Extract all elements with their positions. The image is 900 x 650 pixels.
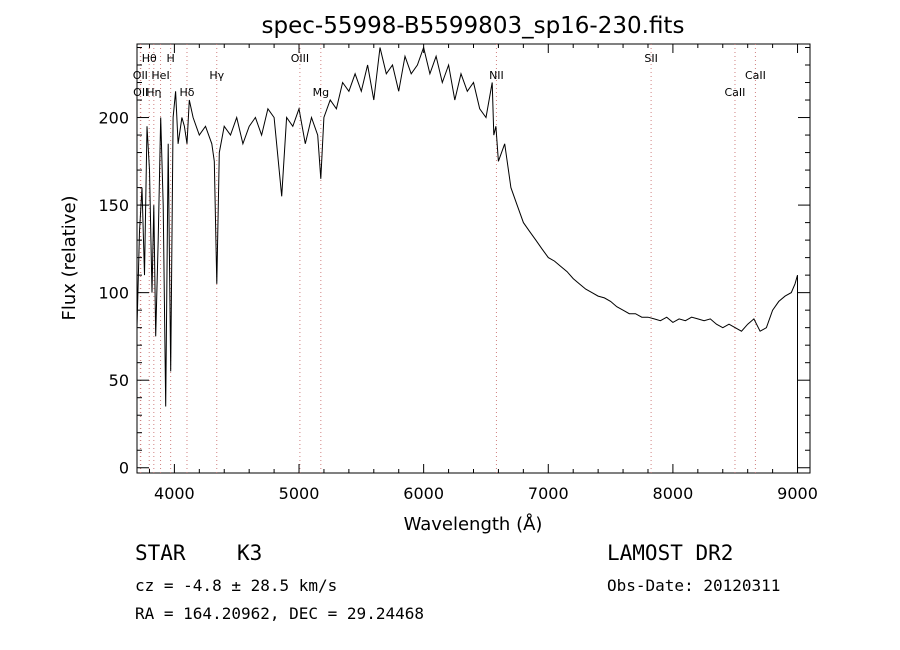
coordinates-text: RA = 164.20962, DEC = 29.24468 — [135, 604, 424, 623]
chart-title: spec-55998-B5599803_sp16-230.fits — [262, 13, 685, 39]
line-label-12: CaII — [745, 69, 766, 82]
redshift-text: cz = -4.8 ± 28.5 km/s — [135, 576, 338, 595]
emission-line-markers — [139, 44, 756, 473]
x-tick-label-2: 6000 — [403, 484, 444, 503]
y-tick-label-4: 200 — [98, 109, 129, 128]
y-tick-label-2: 100 — [98, 284, 129, 303]
line-label-13: CaII — [725, 86, 746, 99]
plot-frame — [136, 43, 811, 474]
line-label-10: NII — [489, 69, 504, 82]
obs-date-text: Obs-Date: 20120311 — [607, 576, 781, 595]
x-axis: 4000 5000 6000 7000 8000 9000 — [148, 44, 818, 503]
line-label-9: Mg — [313, 86, 329, 99]
line-label-7: Hδ — [179, 86, 194, 99]
line-label-8: OIII — [291, 52, 309, 65]
y-tick-label-0: 0 — [119, 459, 129, 478]
spectrum-line — [136, 45, 798, 473]
survey-name: LAMOST DR2 — [607, 541, 734, 565]
y-axis-label: Flux (relative) — [59, 195, 80, 320]
line-label-0: Hθ — [142, 52, 157, 65]
line-label-4: Hγ — [209, 69, 224, 82]
line-label-1: H — [167, 52, 175, 65]
x-tick-label-0: 4000 — [154, 484, 195, 503]
line-label-5: OII — [133, 86, 148, 99]
x-axis-label: Wavelength (Å) — [404, 513, 543, 535]
line-label-11: SII — [644, 52, 657, 65]
x-tick-label-5: 9000 — [777, 484, 818, 503]
line-label-3: HeI — [151, 69, 169, 82]
y-tick-label-3: 150 — [98, 196, 129, 215]
x-tick-label-1: 5000 — [279, 484, 320, 503]
object-subclass: K3 — [237, 541, 263, 565]
object-class: STAR — [135, 541, 186, 565]
x-tick-label-4: 8000 — [653, 484, 694, 503]
line-label-2: OII — [133, 69, 148, 82]
y-axis: 0 50 100 150 200 — [98, 47, 810, 478]
line-label-6: Hη — [146, 86, 161, 99]
y-tick-label-1: 50 — [109, 371, 129, 390]
x-tick-label-3: 7000 — [528, 484, 569, 503]
